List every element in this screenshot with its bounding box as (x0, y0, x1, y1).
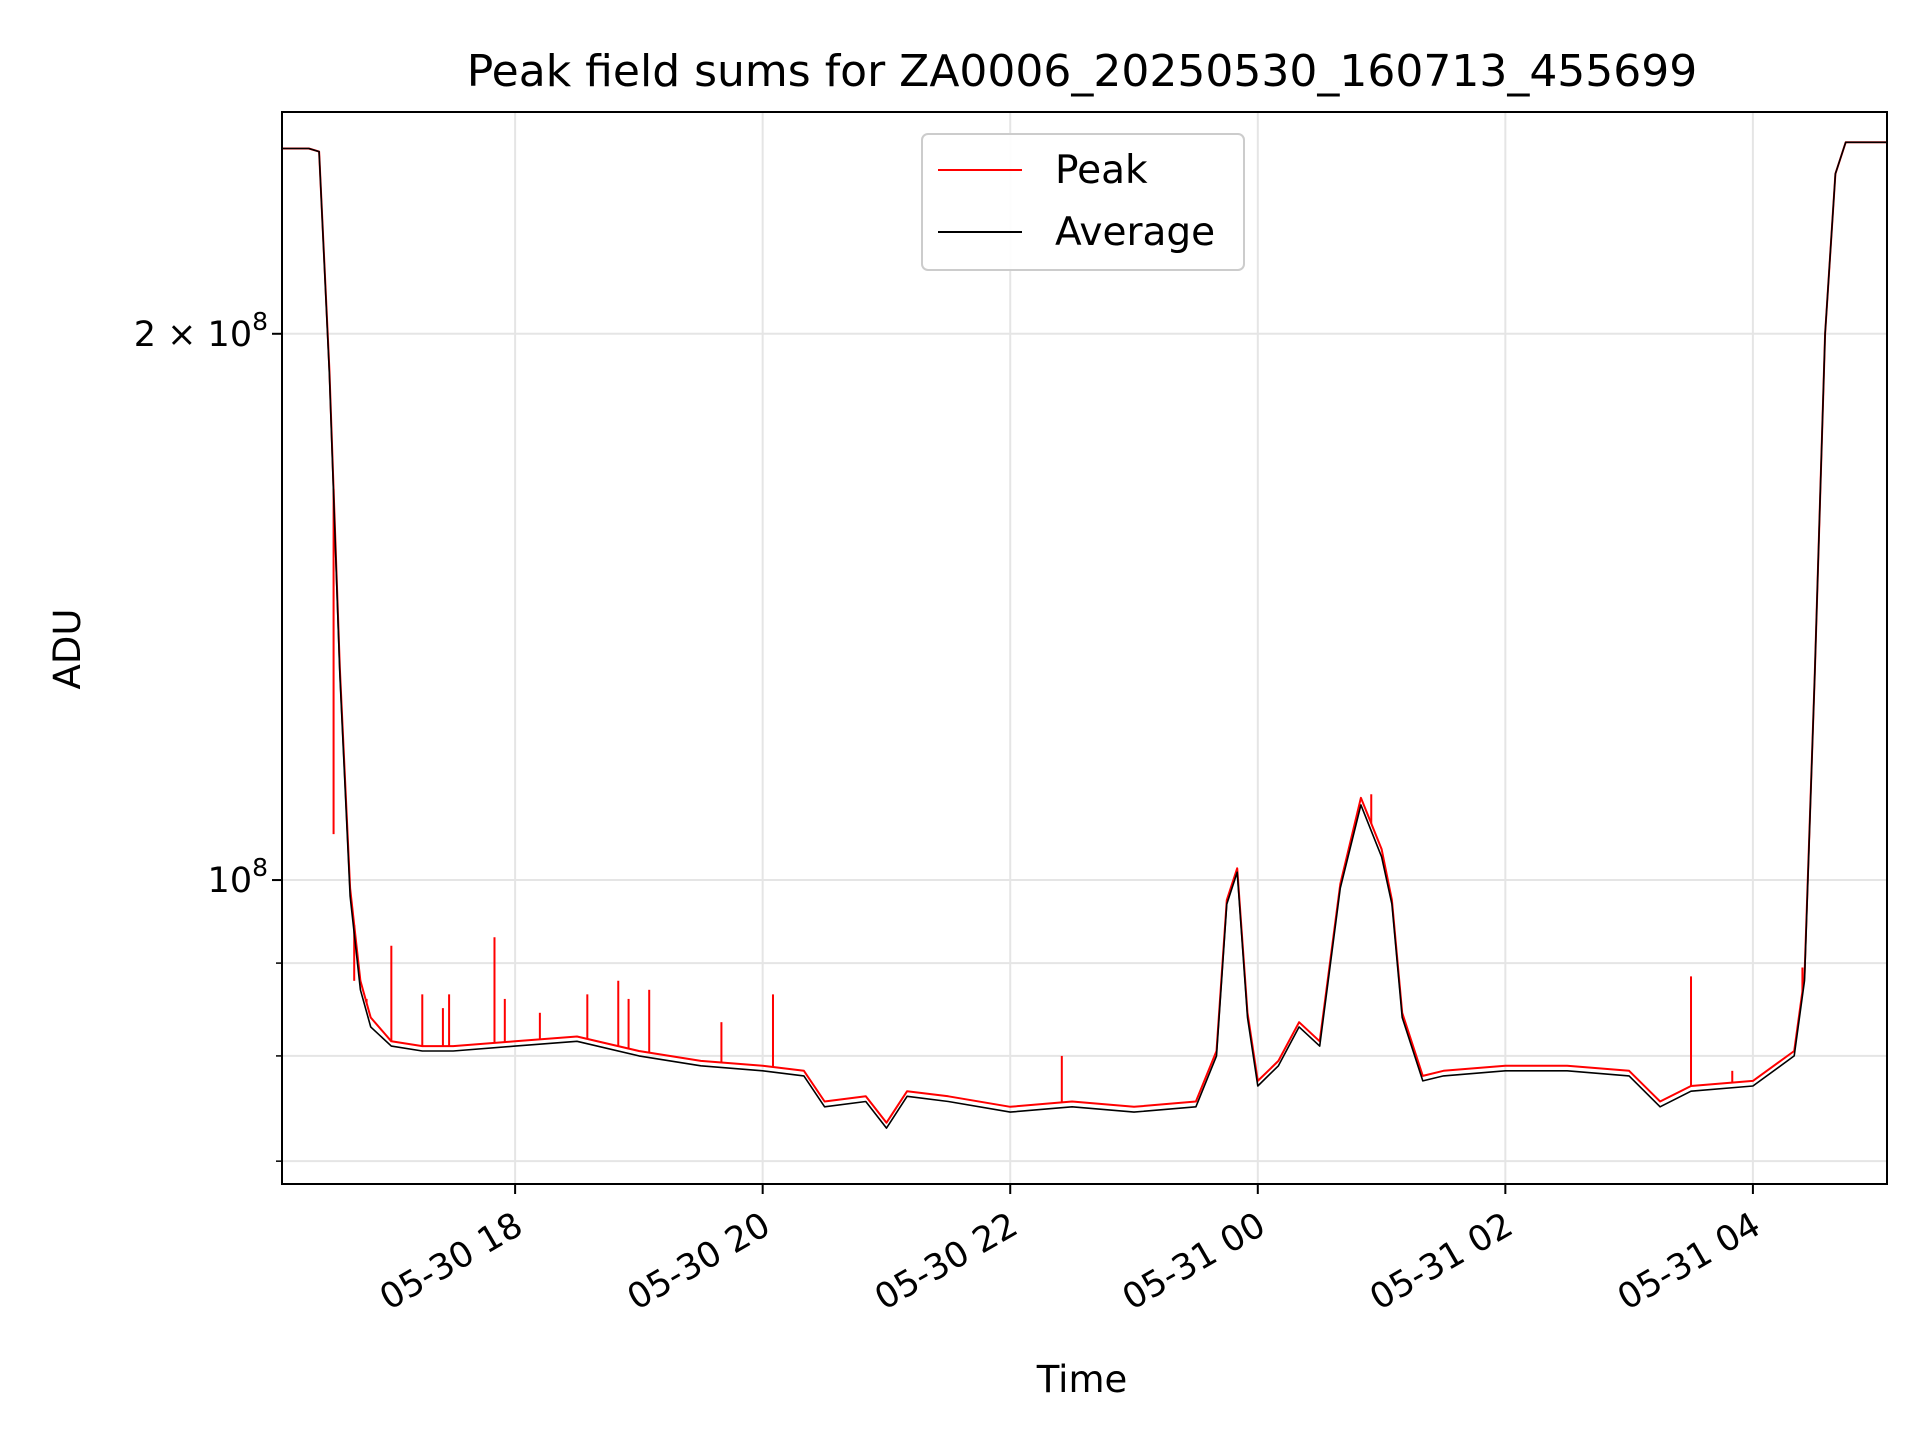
legend-average-label: Average (1055, 210, 1215, 255)
chart-title: Peak field sums for ZA0006_20250530_1607… (467, 46, 1698, 97)
y-axis-label: ADU (46, 609, 89, 690)
grid (282, 112, 1887, 1184)
series-average-line (282, 141, 1887, 1129)
legend: Peak Average (921, 133, 1245, 271)
plot-series (282, 141, 1887, 1129)
x-axis-label: Time (1036, 1358, 1128, 1401)
y-tick-label: 108 (208, 853, 268, 901)
legend-peak-label: Peak (1055, 148, 1148, 193)
plot-frame (281, 111, 1888, 1185)
legend-box (921, 133, 1245, 271)
y-tick-label: 2 × 108 (134, 307, 268, 355)
